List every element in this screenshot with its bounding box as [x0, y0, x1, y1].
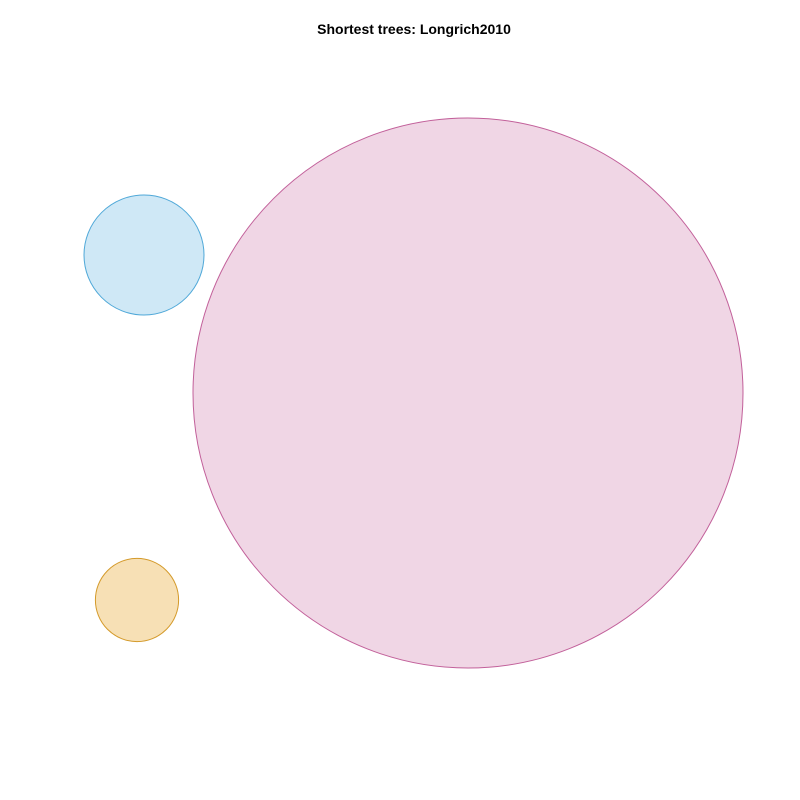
- bubble-1: [192, 117, 744, 669]
- bubble-2: [83, 194, 205, 316]
- chart-title: Shortest trees: Longrich2010: [317, 21, 511, 37]
- bubble-3: [94, 557, 180, 643]
